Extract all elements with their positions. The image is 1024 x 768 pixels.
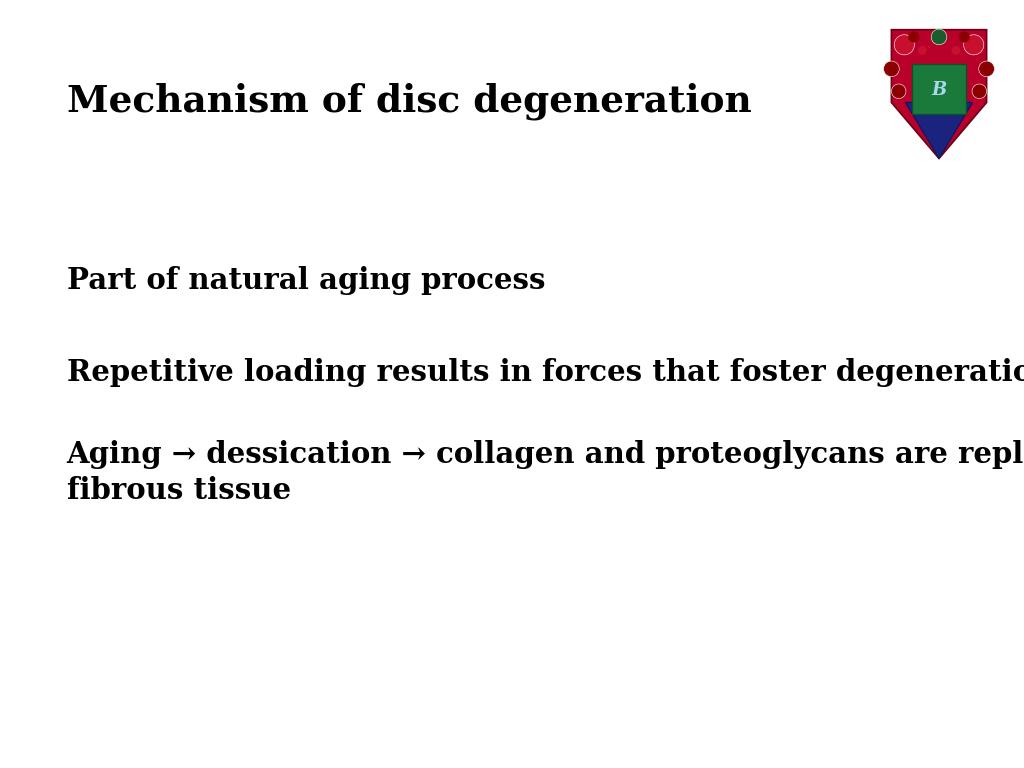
Text: Aging → dessication → collagen and proteoglycans are replaced with
fibrous tissu: Aging → dessication → collagen and prote… [67,440,1024,505]
Polygon shape [905,102,973,158]
Circle shape [958,31,970,42]
Polygon shape [892,30,986,158]
Text: Part of natural aging process: Part of natural aging process [67,266,545,295]
FancyBboxPatch shape [912,65,966,114]
Circle shape [931,29,947,45]
Text: Repetitive loading results in forces that foster degeneration: Repetitive loading results in forces tha… [67,358,1024,387]
Circle shape [884,61,899,77]
Circle shape [972,84,986,98]
Circle shape [951,46,961,55]
Circle shape [894,35,914,55]
Circle shape [964,35,984,55]
Circle shape [908,31,920,42]
Text: B: B [932,81,946,98]
Circle shape [892,84,906,98]
Text: Mechanism of disc degeneration: Mechanism of disc degeneration [67,83,752,120]
Circle shape [918,46,927,55]
Circle shape [979,61,994,77]
